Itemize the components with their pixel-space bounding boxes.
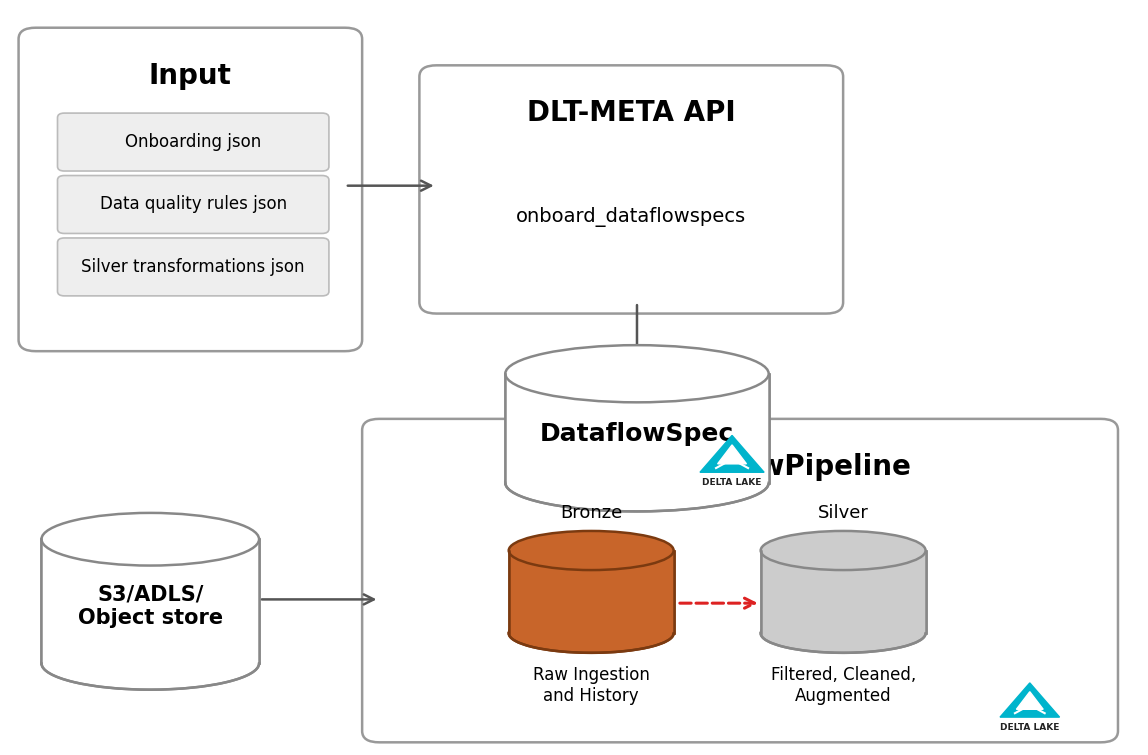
Text: Input: Input [149,62,232,90]
Polygon shape [718,445,746,464]
Text: Silver transformations json: Silver transformations json [82,258,305,276]
FancyBboxPatch shape [57,175,329,233]
Ellipse shape [505,455,769,511]
Bar [505,374,769,482]
Text: onboard_dataflowspecs: onboard_dataflowspecs [517,207,746,226]
FancyBboxPatch shape [57,238,329,296]
Text: Bronze: Bronze [560,504,622,522]
Bar [761,550,925,633]
Text: DELTA LAKE: DELTA LAKE [703,479,762,487]
Text: S3/ADLS/
Object store: S3/ADLS/ Object store [78,585,223,628]
Ellipse shape [761,531,925,570]
Ellipse shape [505,345,769,402]
Text: Onboarding json: Onboarding json [125,133,262,151]
Text: DELTA LAKE: DELTA LAKE [1000,723,1060,732]
Text: Filtered, Cleaned,
Augmented: Filtered, Cleaned, Augmented [770,667,916,705]
Ellipse shape [41,637,259,689]
FancyBboxPatch shape [509,550,674,633]
Polygon shape [700,436,765,473]
FancyBboxPatch shape [419,66,843,313]
Text: DataflowSpec: DataflowSpec [540,422,734,446]
Bar [509,550,674,633]
Polygon shape [1016,692,1044,709]
Polygon shape [1000,683,1060,717]
Text: Silver: Silver [817,504,869,522]
FancyBboxPatch shape [362,419,1118,742]
Ellipse shape [509,614,674,653]
Ellipse shape [41,513,259,565]
Ellipse shape [761,614,925,653]
FancyBboxPatch shape [761,550,925,633]
FancyBboxPatch shape [18,28,362,351]
Bar [41,540,259,663]
Ellipse shape [509,531,674,570]
Text: DLT: DataflowPipeline: DLT: DataflowPipeline [569,453,910,481]
FancyBboxPatch shape [505,374,769,482]
Text: Data quality rules json: Data quality rules json [100,196,287,214]
Text: Raw Ingestion
and History: Raw Ingestion and History [533,667,650,705]
Text: DLT-META API: DLT-META API [527,99,736,127]
FancyBboxPatch shape [41,539,259,664]
FancyBboxPatch shape [57,113,329,171]
